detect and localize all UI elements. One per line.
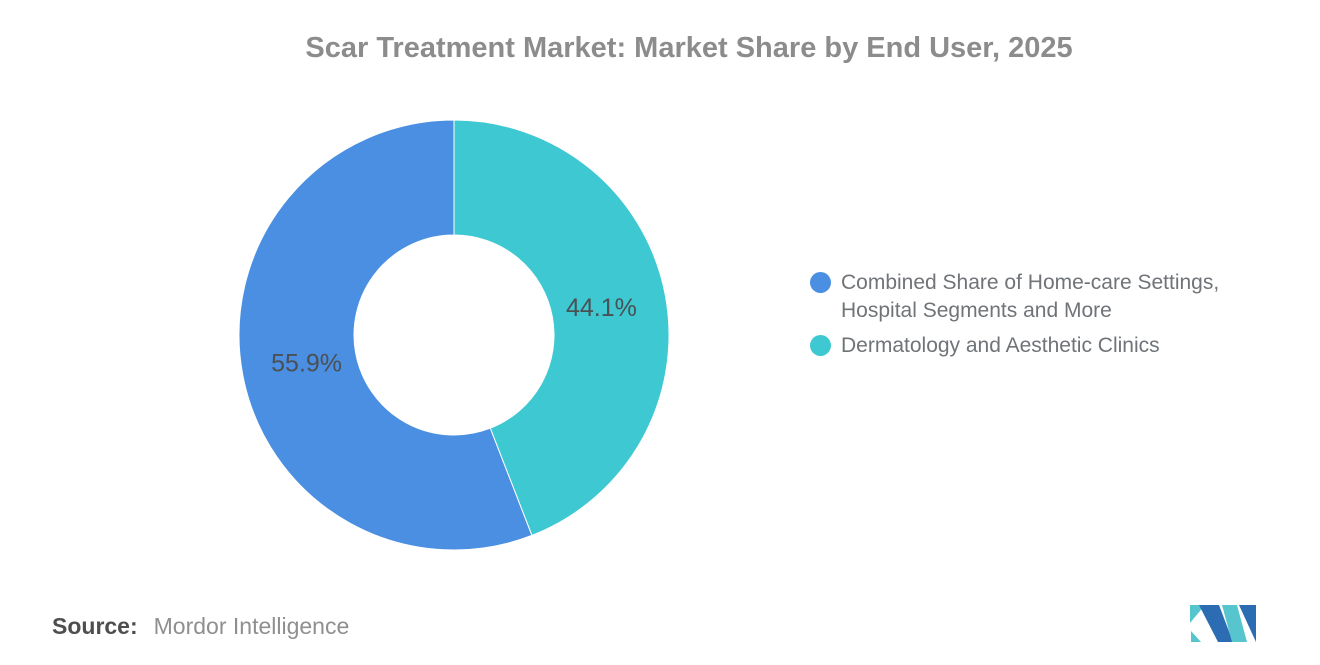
legend-label: Combined Share of Home-care Settings, Ho… [841,271,1220,322]
donut-chart-area: 44.1% 55.9% [224,105,684,565]
legend-item: Dermatology and Aesthetic Clinics [810,332,1219,360]
source-value: Mordor Intelligence [153,613,350,639]
donut-segment-2 [238,119,533,551]
legend-label: Dermatology and Aesthetic Clinics [841,334,1160,357]
logo-shape [1190,605,1205,623]
logo-shape [1199,605,1233,642]
segment-value-label: 44.1% [566,294,637,322]
legend-swatch-icon [810,335,831,356]
legend-item: Combined Share of Home-care Settings, Ho… [810,269,1219,325]
chart-title: Scar Treatment Market: Market Share by E… [305,32,1073,64]
donut-segment-1 [453,119,670,537]
source-line: Source: Mordor Intelligence [52,613,349,640]
logo-shape [1239,605,1256,642]
legend-swatch-icon [810,272,831,293]
source-label: Source: [52,613,138,639]
segment-value-label: 55.9% [271,349,342,377]
mordor-intelligence-logo [1190,605,1256,642]
logo-shape [1191,631,1201,642]
donut-chart: 44.1% 55.9% [238,119,670,551]
legend: Combined Share of Home-care Settings, Ho… [810,269,1219,360]
logo-shape [1222,605,1247,642]
